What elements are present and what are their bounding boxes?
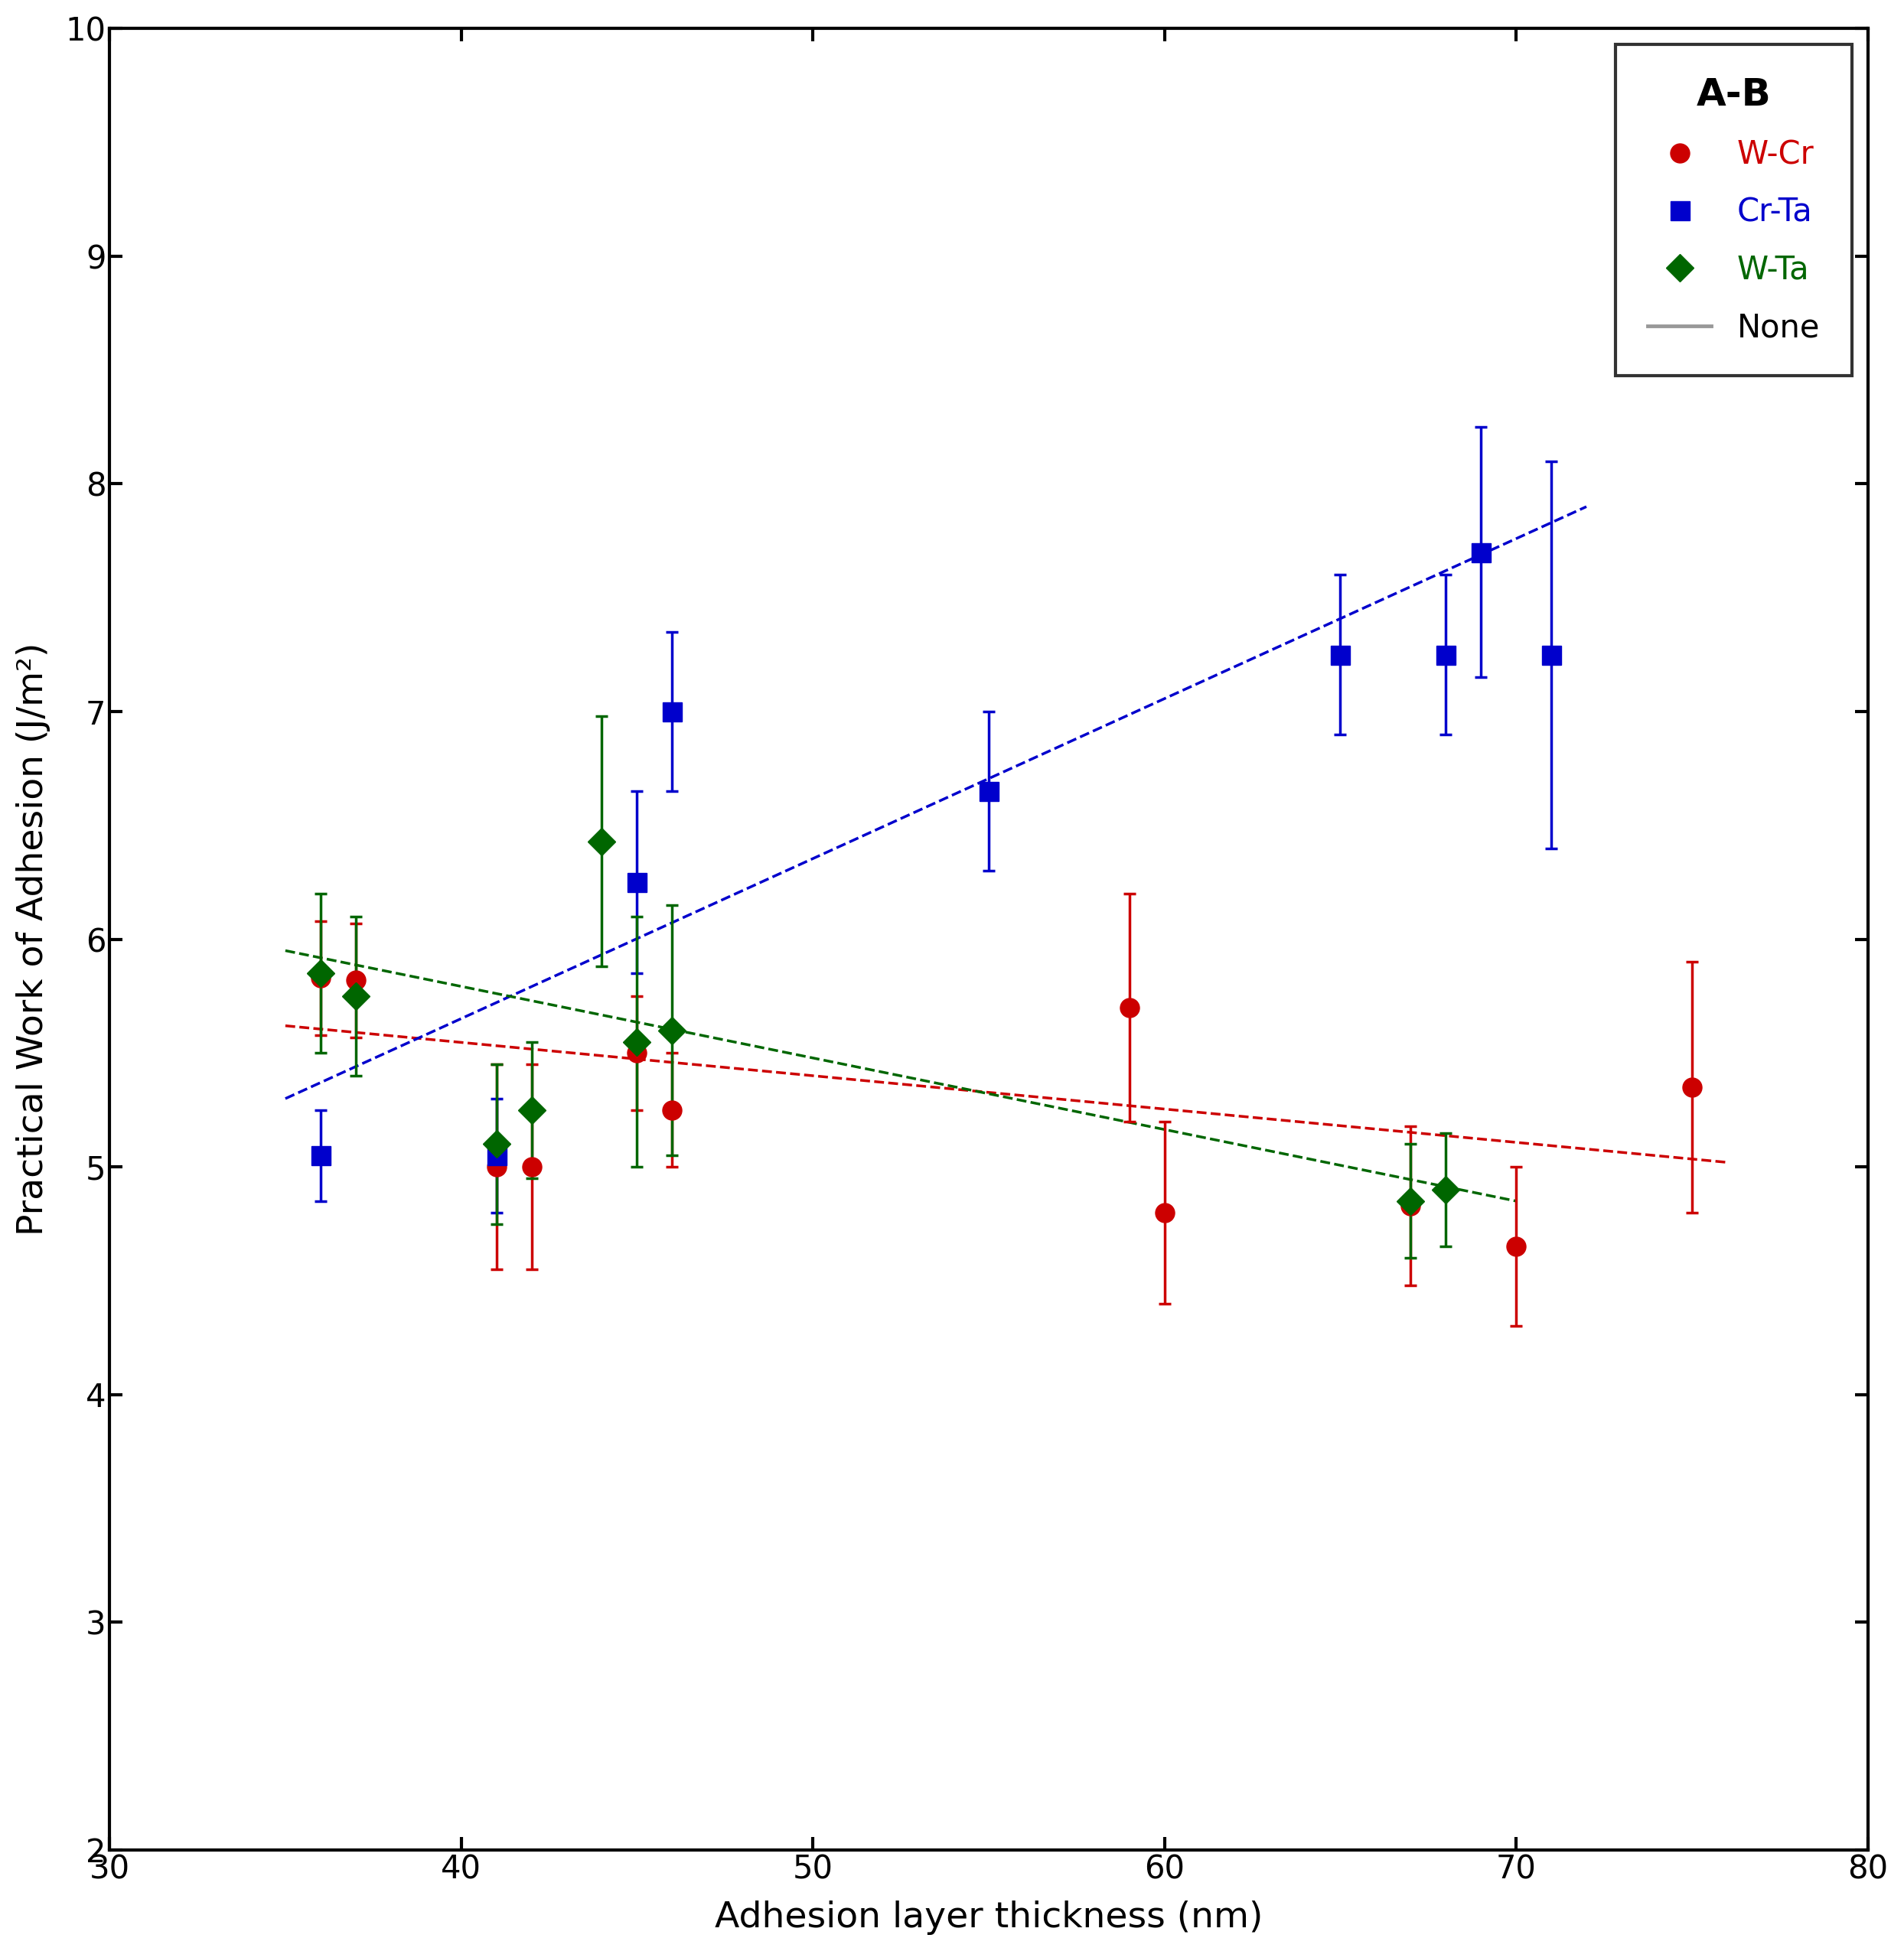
Y-axis label: Practical Work of Adhesion (J/m²): Practical Work of Adhesion (J/m²) xyxy=(15,642,50,1235)
X-axis label: Adhesion layer thickness (nm): Adhesion layer thickness (nm) xyxy=(714,1900,1262,1935)
Legend: W-Cr, Cr-Ta, W-Ta, None: W-Cr, Cr-Ta, W-Ta, None xyxy=(1616,45,1853,375)
